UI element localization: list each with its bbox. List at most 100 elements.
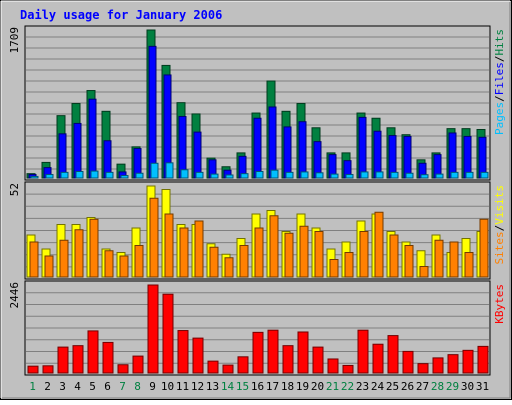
pages-bar (75, 171, 84, 179)
day-label: 19 (296, 380, 309, 393)
sites-bar (194, 220, 204, 278)
day-label: 4 (74, 380, 81, 393)
legend-item: Files (493, 62, 506, 95)
legend-item: / (493, 56, 506, 63)
pages-bar (45, 174, 54, 179)
files-bar (463, 135, 472, 179)
files-bar (253, 117, 262, 179)
legend: KBytes (493, 284, 506, 324)
kbytes-bar (327, 358, 339, 374)
day-label: 1 (29, 380, 36, 393)
pages-bar (435, 173, 444, 179)
kbytes-bar (57, 346, 69, 374)
kbytes-bar (312, 346, 324, 374)
pages-bar (150, 162, 159, 179)
legend: Pages/Files/Hits (493, 29, 506, 135)
sites-bar (434, 239, 444, 278)
pages-bar (330, 173, 339, 179)
day-label: 30 (461, 380, 474, 393)
files-bar (73, 122, 82, 179)
kbytes-bar (177, 330, 189, 374)
y-max-label: 52 (8, 183, 21, 196)
sites-bar (149, 197, 159, 278)
legend-item: / (493, 95, 506, 102)
sites-bar (134, 245, 144, 278)
kbytes-bar (132, 355, 144, 374)
sites-bar (329, 259, 339, 278)
sites-bar (104, 250, 114, 278)
pages-bar (465, 171, 474, 179)
day-label: 23 (356, 380, 369, 393)
files-bar (58, 133, 67, 179)
day-label: 17 (266, 380, 279, 393)
day-label: 18 (281, 380, 294, 393)
files-bar (178, 116, 187, 179)
kbytes-bar (117, 364, 129, 374)
visits-panel: 52 Sites/Visits (8, 181, 506, 280)
files-bar (88, 98, 97, 179)
day-label: 22 (341, 380, 354, 393)
y-max-label: 2446 (8, 282, 21, 309)
sites-bar (344, 252, 354, 278)
kbytes-bar (147, 284, 159, 374)
sites-bar (314, 231, 324, 278)
kbytes-bar (267, 329, 279, 374)
kbytes-bar (417, 363, 429, 374)
pages-bar (120, 175, 129, 179)
sites-bar (59, 239, 69, 278)
day-label: 13 (206, 380, 219, 393)
sites-bar (299, 225, 309, 278)
legend: Sites/Visits (493, 185, 506, 265)
pages-bar (480, 171, 489, 179)
pages-bar (450, 171, 459, 179)
day-label: 11 (176, 380, 189, 393)
sites-bar (209, 246, 219, 278)
kbytes-bar (372, 343, 384, 374)
files-bar (268, 106, 277, 179)
x-axis-day-labels: 1 2 3 4 5 6 7 8 9 10 11 12 13 14 15 16 17 18 19 20 21 22 23 24 2… (29, 380, 489, 393)
pages-bar (105, 171, 114, 179)
kbytes-bar (432, 357, 444, 374)
pages-bar (135, 172, 144, 179)
kbytes-bar (72, 345, 84, 374)
kbytes-bar (207, 360, 219, 374)
kbytes-bar (162, 293, 174, 374)
sites-bar (284, 232, 294, 278)
pages-bar (210, 173, 219, 179)
pages-bar (360, 171, 369, 179)
files-bar (298, 121, 307, 179)
pages-bar (90, 170, 99, 179)
day-label: 27 (416, 380, 429, 393)
pages-bar (195, 171, 204, 179)
pages-bar (405, 172, 414, 179)
legend-item: Visits (493, 185, 506, 225)
chart-title: Daily usage for January 2006 (20, 8, 222, 22)
kbytes-bar (27, 365, 39, 374)
kbytes-bar (402, 350, 414, 374)
pages-bar (300, 171, 309, 179)
kbytes-bar (102, 341, 114, 374)
pages-bar (225, 174, 234, 179)
day-label: 3 (59, 380, 66, 393)
kbytes-bar (252, 331, 264, 374)
sites-bar (179, 227, 189, 278)
kbytes-bar (87, 330, 99, 374)
pages-bar (30, 175, 39, 179)
pages-bar (315, 172, 324, 179)
legend-item: Hits (493, 29, 506, 56)
day-label: 10 (161, 380, 174, 393)
day-label: 12 (191, 380, 204, 393)
files-bar (448, 132, 457, 179)
day-label: 2 (44, 380, 51, 393)
legend-item: / (493, 225, 506, 232)
sites-bar (449, 241, 459, 278)
sites-bar (119, 255, 129, 278)
sites-bar (479, 218, 489, 278)
sites-bar (419, 266, 429, 278)
pages-bar (240, 173, 249, 179)
pages-bar (255, 171, 264, 179)
legend-item: Sites (493, 231, 506, 264)
kbytes-panel: 2446 KBytes (8, 280, 506, 376)
files-bar (388, 135, 397, 179)
